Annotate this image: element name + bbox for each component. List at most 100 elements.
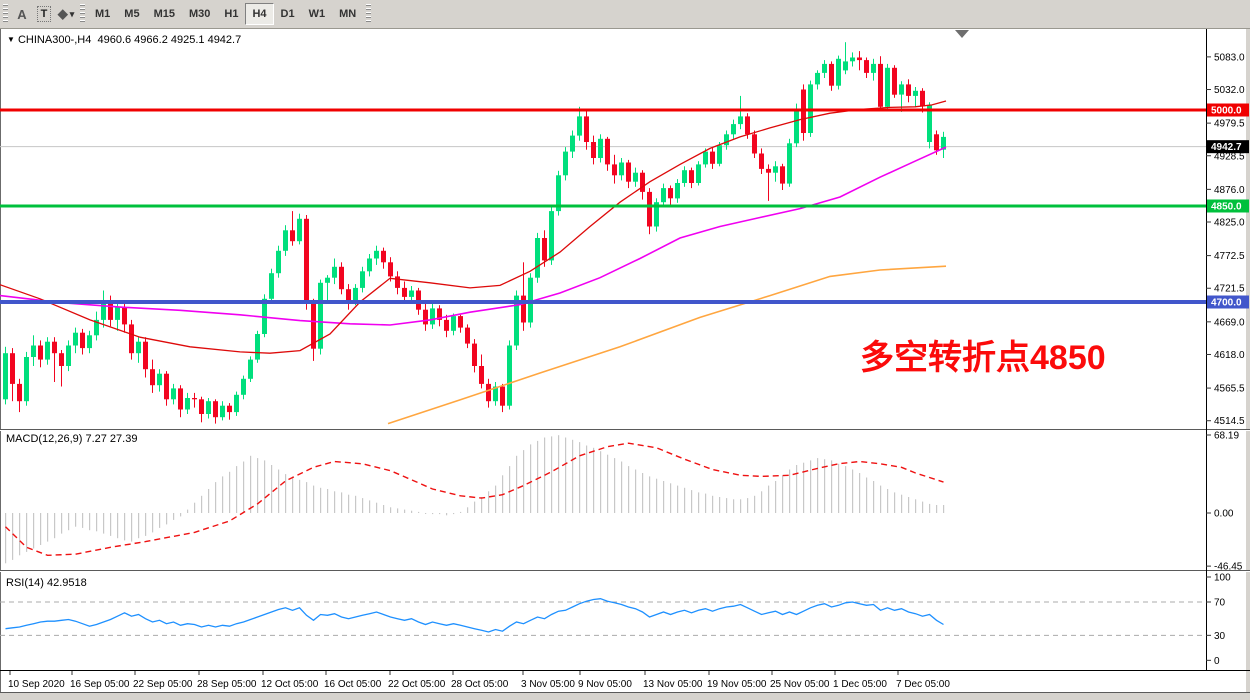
candle-body bbox=[703, 151, 708, 165]
candle-body bbox=[241, 378, 246, 395]
macd-bar bbox=[558, 435, 560, 513]
tf-button-m30[interactable]: M30 bbox=[188, 8, 211, 20]
candle-wick bbox=[901, 81, 902, 112]
macd-bar bbox=[768, 485, 770, 513]
macd-bar bbox=[481, 497, 483, 513]
tf-button-mn[interactable]: MN bbox=[339, 8, 357, 20]
window-right-edge bbox=[1246, 29, 1250, 692]
arrows-dropdown-button[interactable]: ◆ ▾ bbox=[57, 6, 75, 21]
candle-wick bbox=[54, 337, 55, 382]
chart-canvas[interactable]: 5083.0 5032.0 4979.5 4928.5 4876.0 4825.0 4772… bbox=[0, 29, 1250, 700]
macd-bar bbox=[313, 485, 315, 513]
dropdown-caret-icon: ▾ bbox=[69, 8, 75, 19]
macd-bar bbox=[68, 513, 70, 531]
candle-body bbox=[199, 399, 204, 414]
drawing-tools: A T ◆ ▾ bbox=[11, 4, 77, 24]
candle-body bbox=[864, 60, 869, 73]
tf-button-m15[interactable]: M15 bbox=[153, 8, 175, 20]
macd-bar bbox=[362, 498, 364, 513]
candle-body bbox=[815, 72, 820, 85]
date-tick-label: 9 Nov 05:00 bbox=[578, 679, 632, 690]
candle-body bbox=[577, 116, 582, 136]
candle-body bbox=[318, 282, 323, 349]
candle-body bbox=[234, 394, 239, 413]
tf-button-h4[interactable]: H4 bbox=[245, 3, 274, 25]
macd-bar bbox=[684, 487, 686, 513]
candle-body bbox=[451, 316, 456, 331]
candle-body bbox=[255, 334, 260, 360]
rsi-line bbox=[5, 598, 944, 633]
tf-button-w1[interactable]: W1 bbox=[308, 8, 326, 20]
macd-bar bbox=[565, 437, 567, 513]
candle-body bbox=[598, 138, 603, 158]
macd-bar bbox=[810, 460, 812, 513]
candle-body bbox=[913, 90, 918, 96]
tf-button-m5[interactable]: M5 bbox=[124, 8, 140, 20]
candle-body bbox=[45, 341, 50, 360]
price-tick-label: 4876.0 bbox=[1214, 185, 1245, 196]
macd-bar bbox=[243, 461, 245, 513]
candle-body bbox=[248, 359, 253, 379]
candle-body bbox=[276, 250, 281, 274]
macd-bar bbox=[789, 469, 791, 513]
date-tick-label: 3 Nov 05:00 bbox=[521, 679, 575, 690]
macd-bar bbox=[845, 466, 847, 513]
macd-bar bbox=[12, 513, 14, 560]
tf-button-d1[interactable]: D1 bbox=[280, 8, 295, 20]
date-tick-label: 22 Sep 05:00 bbox=[133, 679, 193, 690]
macd-bar bbox=[61, 513, 63, 534]
chart-text-annotation[interactable]: 多空转折点4850 bbox=[860, 339, 1106, 377]
macd-tick-label: 68.19 bbox=[1214, 431, 1239, 442]
macd-bar bbox=[292, 476, 294, 513]
macd-bar bbox=[236, 466, 238, 513]
candle-wick bbox=[768, 164, 769, 201]
candle-body bbox=[486, 383, 491, 402]
toolbar-grip-3[interactable] bbox=[366, 4, 372, 24]
macd-histogram bbox=[5, 435, 945, 564]
macd-bar bbox=[516, 455, 518, 513]
candle-body bbox=[108, 302, 113, 320]
macd-bar bbox=[334, 491, 336, 513]
candle-body bbox=[675, 183, 680, 199]
macd-bar bbox=[824, 459, 826, 513]
candle-body bbox=[136, 341, 141, 354]
candle-body bbox=[521, 295, 526, 323]
macd-signal-line bbox=[5, 442, 944, 557]
arrow-text-tool-button[interactable]: A bbox=[17, 6, 27, 22]
macd-bar bbox=[110, 513, 112, 536]
macd-bar bbox=[670, 483, 672, 513]
candle-body bbox=[885, 67, 890, 107]
candle-body bbox=[472, 343, 477, 366]
candle-wick bbox=[845, 42, 846, 75]
toolbar-grip-2[interactable] bbox=[80, 4, 85, 24]
macd-bar bbox=[180, 513, 182, 517]
timeframe-buttons: M1 M5 M15 M30 H1 H4 D1 W1 MN bbox=[88, 3, 363, 25]
candle-body bbox=[871, 63, 876, 73]
date-tick-label: 16 Sep 05:00 bbox=[70, 679, 130, 690]
candle-body bbox=[745, 116, 750, 135]
toolbar-grip[interactable] bbox=[3, 4, 8, 24]
macd-bar bbox=[579, 442, 581, 513]
candle-body bbox=[171, 388, 176, 400]
candle-body bbox=[66, 345, 71, 366]
macd-bar bbox=[831, 460, 833, 513]
candle-body bbox=[206, 401, 211, 414]
tf-button-h1[interactable]: H1 bbox=[224, 8, 239, 20]
macd-bar bbox=[75, 513, 77, 527]
candle-body bbox=[668, 188, 673, 199]
macd-bar bbox=[320, 487, 322, 513]
macd-bar bbox=[740, 499, 742, 513]
candlestick-series bbox=[3, 42, 946, 424]
rsi-tick-label: 70 bbox=[1214, 598, 1226, 609]
text-label-tool-button[interactable]: T bbox=[34, 4, 54, 24]
macd-bar bbox=[677, 485, 679, 513]
candle-body bbox=[689, 170, 694, 183]
macd-bar bbox=[726, 498, 728, 513]
candle-body bbox=[857, 57, 862, 61]
tf-button-m1[interactable]: M1 bbox=[95, 8, 111, 20]
toolbar: A T ◆ ▾ M1 M5 M15 M30 H1 H4 D1 W1 MN bbox=[0, 0, 1250, 29]
candle-body bbox=[759, 153, 764, 169]
macd-bar bbox=[586, 445, 588, 513]
symbol-dropdown-arrow[interactable]: ▼ bbox=[7, 35, 15, 44]
macd-bar bbox=[537, 440, 539, 513]
